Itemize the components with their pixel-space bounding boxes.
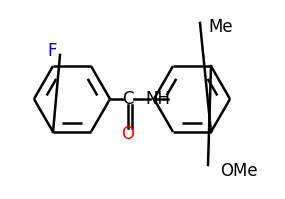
Text: C: C — [122, 90, 134, 108]
Text: Me: Me — [208, 18, 233, 36]
Text: O: O — [121, 125, 135, 143]
Text: OMe: OMe — [220, 162, 258, 180]
Text: NH: NH — [146, 90, 170, 108]
Text: F: F — [47, 42, 57, 60]
